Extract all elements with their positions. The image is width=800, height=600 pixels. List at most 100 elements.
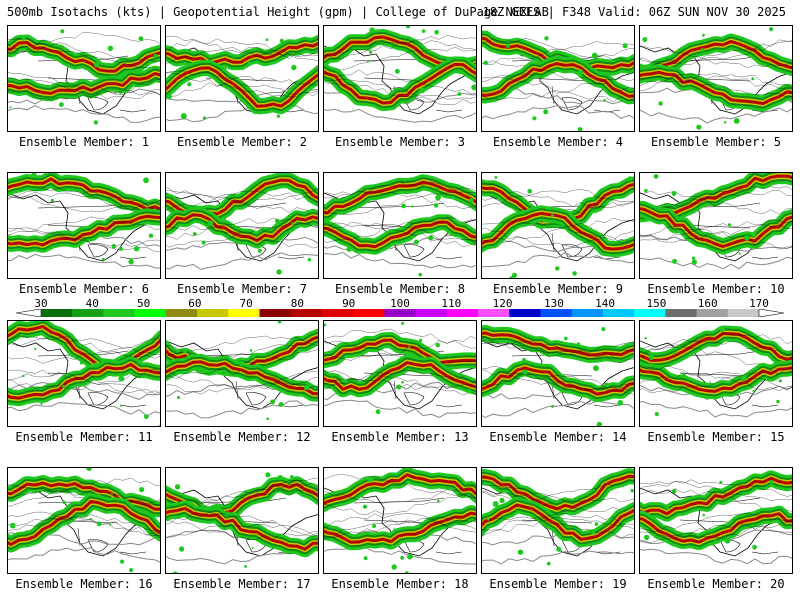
colorbar-swatch — [259, 309, 292, 317]
colorbar-tick-label: 40 — [85, 297, 99, 310]
colorbar-swatch — [41, 309, 73, 317]
ensemble-panel-9 — [481, 172, 635, 279]
colorbar-swatch — [478, 309, 510, 317]
colorbar-tick-label: 90 — [342, 297, 356, 310]
colorbar-swatch — [446, 309, 479, 317]
run-valid-time: 18Z GEFS | F348 Valid: 06Z SUN NOV 30 20… — [482, 5, 786, 19]
jet-stream-map-icon — [482, 468, 634, 566]
colorbar-tick-label: 130 — [543, 297, 564, 310]
ensemble-panel-14 — [481, 320, 635, 427]
map-header: 500mb Isotachs (kts) | Geopotential Heig… — [0, 0, 800, 22]
product-title: 500mb Isotachs (kts) | Geopotential Heig… — [7, 5, 549, 19]
colorbar-swatch — [103, 309, 136, 317]
ensemble-panel-5 — [639, 25, 793, 132]
colorbar-swatch — [415, 309, 448, 317]
jet-stream-map-icon — [8, 468, 160, 573]
jet-stream-map-icon — [640, 470, 792, 565]
ensemble-member-label: Ensemble Member: 16 — [15, 577, 153, 591]
jet-stream-map-icon — [166, 472, 318, 573]
jet-stream-map-icon — [640, 27, 792, 130]
colorbar-swatch — [571, 309, 604, 317]
ensemble-panel-3 — [323, 25, 477, 132]
colorbar-tick-label: 120 — [492, 297, 513, 310]
colorbar-tick-label: 30 — [34, 297, 48, 310]
ensemble-panel-18 — [323, 467, 477, 574]
colorbar-tick-label: 160 — [697, 297, 718, 310]
jet-stream-map-icon — [166, 173, 318, 275]
ensemble-member-label: Ensemble Member: 12 — [173, 430, 311, 444]
jet-stream-map-icon — [324, 26, 476, 123]
colorbar-tick-label: 50 — [136, 297, 151, 310]
colorbar-tick-label: 170 — [749, 297, 769, 310]
colorbar-tick-label: 80 — [290, 297, 305, 310]
colorbar-swatch — [540, 309, 573, 317]
colorbar-swatch — [665, 309, 698, 317]
jet-stream-map-icon — [8, 29, 160, 125]
ensemble-panel-11 — [7, 320, 161, 427]
ensemble-panel-20 — [639, 467, 793, 574]
colorbar-strip — [16, 309, 784, 317]
jet-stream-map-icon — [640, 325, 792, 418]
ensemble-panel-8 — [323, 172, 477, 279]
colorbar-tick-label: 140 — [595, 297, 616, 310]
ensemble-panel-19 — [481, 467, 635, 574]
ensemble-member-label: Ensemble Member: 6 — [18, 282, 150, 296]
colorbar-swatch — [353, 309, 385, 317]
ensemble-member-label: Ensemble Member: 7 — [176, 282, 308, 296]
ensemble-panel-2 — [165, 25, 319, 132]
colorbar-swatch — [509, 309, 541, 317]
colorbar-swatch — [165, 309, 198, 317]
colorbar-swatch — [321, 309, 354, 317]
ensemble-member-label: Ensemble Member: 19 — [489, 577, 627, 591]
ensemble-panel-1 — [7, 25, 161, 132]
ensemble-panel-16 — [7, 467, 161, 574]
jet-stream-map-icon — [8, 173, 160, 269]
ensemble-member-label: Ensemble Member: 2 — [176, 135, 308, 149]
jet-stream-map-icon — [482, 30, 634, 131]
jet-stream-map-icon — [324, 174, 476, 277]
ensemble-member-label: Ensemble Member: 4 — [492, 135, 624, 149]
ensemble-member-label: Ensemble Member: 11 — [15, 430, 153, 444]
colorbar-tick-label: 60 — [188, 297, 202, 310]
colorbar-swatch — [727, 309, 760, 317]
colorbar-tick-label: 70 — [239, 297, 253, 310]
ensemble-panel-7 — [165, 172, 319, 279]
jet-stream-map-icon — [166, 321, 318, 420]
jet-stream-map-icon — [482, 176, 634, 278]
ensemble-member-label: Ensemble Member: 15 — [647, 430, 785, 444]
ensemble-member-label: Ensemble Member: 3 — [334, 135, 466, 149]
ensemble-panel-13 — [323, 320, 477, 427]
ensemble-panel-12 — [165, 320, 319, 427]
jet-stream-map-icon — [8, 321, 160, 426]
ensemble-panel-10 — [639, 172, 793, 279]
colorbar-swatch — [134, 309, 167, 317]
colorbar-swatch — [197, 309, 229, 317]
jet-stream-map-icon — [482, 324, 634, 426]
colorbar-tick-label: 110 — [441, 297, 462, 310]
colorbar-swatch — [72, 309, 104, 317]
colorbar-swatch — [228, 309, 261, 317]
jet-stream-map-icon — [324, 321, 476, 418]
ensemble-member-label: Ensemble Member: 5 — [650, 135, 782, 149]
ensemble-member-label: Ensemble Member: 10 — [647, 282, 785, 296]
colorbar-tick-label: 100 — [390, 297, 410, 310]
ensemble-member-label: Ensemble Member: 1 — [18, 135, 150, 149]
colorbar-tick-label: 150 — [646, 297, 667, 310]
jet-stream-map-icon — [640, 173, 792, 270]
colorbar-swatch — [290, 309, 323, 317]
jet-stream-map-icon — [324, 468, 476, 573]
colorbar-swatch — [384, 309, 417, 317]
ensemble-member-label: Ensemble Member: 8 — [334, 282, 466, 296]
ensemble-panel-4 — [481, 25, 635, 132]
ensemble-member-label: Ensemble Member: 17 — [173, 577, 311, 591]
isotach-colorbar: 30 40 50 60 70 80 90 100 110 120 130 140 150 160 170 — [0, 296, 800, 322]
jet-stream-map-icon — [166, 34, 318, 123]
ensemble-member-label: Ensemble Member: 9 — [492, 282, 624, 296]
ensemble-member-label: Ensemble Member: 14 — [489, 430, 627, 444]
ensemble-panel-17 — [165, 467, 319, 574]
colorbar-swatch — [634, 309, 666, 317]
colorbar-swatch — [602, 309, 635, 317]
ensemble-member-label: Ensemble Member: 18 — [331, 577, 469, 591]
ensemble-member-label: Ensemble Member: 13 — [331, 430, 469, 444]
ensemble-member-label: Ensemble Member: 20 — [647, 577, 785, 591]
